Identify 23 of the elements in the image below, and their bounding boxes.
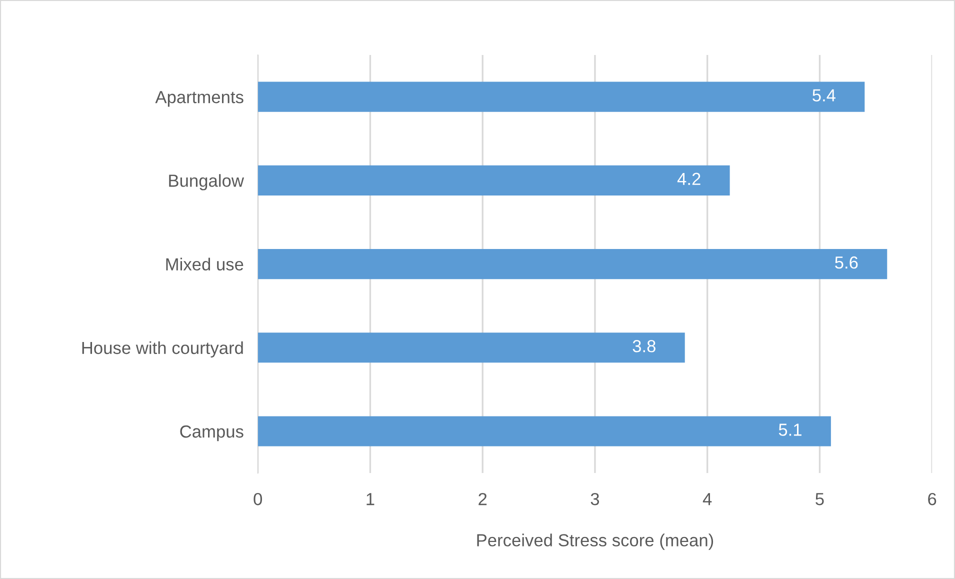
bar: [258, 332, 685, 363]
y-tick-label: House with courtyard: [82, 341, 243, 358]
x-tick-label: 4: [702, 493, 712, 506]
data-label: 5.6: [835, 256, 858, 269]
data-label: 3.8: [632, 340, 656, 352]
x-tick-label: 2: [478, 492, 487, 506]
bar: [258, 165, 730, 196]
x-tick-label: 6: [928, 492, 936, 506]
x-tick-label: 5: [816, 493, 824, 506]
bar: [258, 248, 888, 280]
x-tick-label: 0: [254, 492, 262, 506]
y-tick-label: Campus: [180, 425, 244, 442]
data-label: 5.1: [778, 424, 802, 436]
x-axis-title: Perceived Stress score (mean): [477, 534, 714, 550]
y-tick-label: Mixed use: [166, 258, 244, 270]
bar: [258, 416, 831, 446]
x-tick-label: 1: [366, 493, 374, 506]
y-tick-label: Apartments: [155, 91, 244, 107]
data-label: 5.4: [812, 89, 836, 102]
bar: [258, 82, 865, 112]
x-tick-label: 3: [590, 492, 600, 506]
data-label: 4.2: [677, 172, 700, 185]
y-tick-label: Bungalow: [169, 174, 244, 190]
